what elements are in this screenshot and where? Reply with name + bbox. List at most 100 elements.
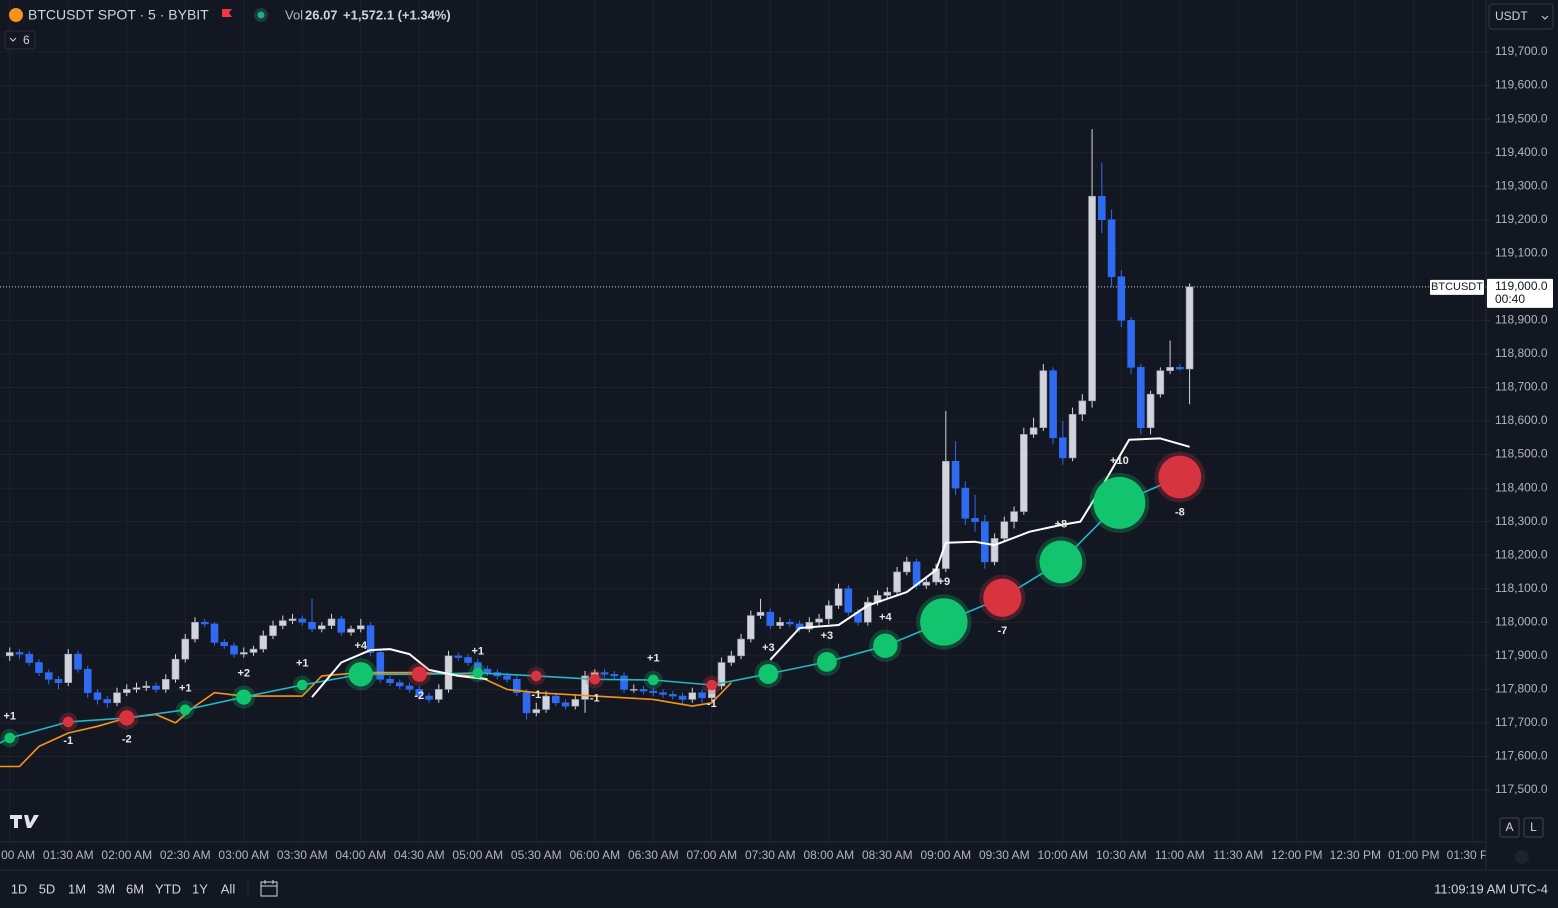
candle-body <box>356 625 365 630</box>
candle-body <box>834 588 843 606</box>
y-tick-label: 118,100.0 <box>1495 581 1548 595</box>
candle-body <box>278 620 287 626</box>
y-tick-label: 118,200.0 <box>1495 547 1548 561</box>
timeframe-button[interactable]: 1Y <box>192 881 208 896</box>
currency-select[interactable] <box>1488 3 1554 30</box>
x-tick-label: 02:00 AM <box>101 848 152 862</box>
candle-body <box>230 645 238 655</box>
scale-button[interactable] <box>1499 817 1520 838</box>
symbol[interactable]: BTCUSDT SPOT · 5 · BYBIT <box>28 7 209 23</box>
candle-body <box>181 638 190 660</box>
logo[interactable] <box>10 815 39 828</box>
candle-body <box>298 618 307 623</box>
clock[interactable]: 11:09:19 AM UTC-4 <box>1434 881 1548 896</box>
x-tick-label: 07:30 AM <box>745 848 796 862</box>
chevron-icon <box>9 37 17 42</box>
status-dot <box>257 11 265 19</box>
y-tick-label: 117,800.0 <box>1495 682 1548 696</box>
candle-body <box>1127 320 1135 368</box>
candle-body <box>25 653 34 663</box>
candle-body <box>1029 427 1038 435</box>
candle-body <box>1098 195 1106 221</box>
candle-body <box>288 618 297 621</box>
candle-body <box>542 695 550 710</box>
candle-body <box>376 652 385 680</box>
x-tick-label: 03:00 AM <box>218 848 269 862</box>
candle-body <box>512 679 521 694</box>
scale-button-label[interactable]: A <box>1505 820 1513 834</box>
price-symbol-box <box>1430 279 1484 295</box>
indicator-toggle[interactable] <box>4 30 36 50</box>
candle-body <box>83 668 92 694</box>
x-tick-label: 09:00 AM <box>920 848 971 862</box>
signal-label: +1 <box>296 658 309 670</box>
timeframe-bar: 1D 5D 1M 3M 6M YTD 1Y All <box>11 881 236 896</box>
timeframe-button[interactable]: 3M <box>97 881 115 896</box>
y-tick-label: 118,900.0 <box>1495 313 1548 327</box>
signal-bubble <box>236 689 252 705</box>
candle-body <box>191 621 199 640</box>
y-tick-label: 119,300.0 <box>1495 178 1548 192</box>
candle-body <box>581 675 589 700</box>
timeframe-button[interactable]: All <box>221 881 236 896</box>
candle-body <box>405 685 414 690</box>
candle-body <box>503 675 511 680</box>
x-tick-label: 10:30 AM <box>1096 848 1147 862</box>
candle-body <box>961 487 970 519</box>
signal-bubble <box>530 670 542 682</box>
candle-body <box>1146 393 1155 429</box>
flag-icon[interactable] <box>222 9 232 17</box>
candle-body <box>990 538 999 563</box>
candle-body <box>239 652 248 655</box>
signal-label: +4 <box>355 640 368 652</box>
timeframe-button[interactable]: 5D <box>39 881 56 896</box>
signal-label: +4 <box>879 611 892 623</box>
signal-label: +1 <box>179 682 192 694</box>
candle-body <box>269 625 277 636</box>
candle-body <box>825 605 833 620</box>
volume-change: +1,572.1 (+1.34%) <box>343 7 451 22</box>
timeframe-button[interactable]: 1D <box>11 881 28 896</box>
candle-body <box>434 689 443 700</box>
x-tick-label: 04:30 AM <box>394 848 445 862</box>
date-range-icon[interactable] <box>260 880 278 897</box>
candle-body <box>522 692 531 714</box>
candle-body <box>737 638 745 657</box>
candle-body <box>620 675 628 690</box>
signal-bubble <box>647 674 659 686</box>
candle-body <box>15 652 24 655</box>
signal-bubble <box>472 667 484 679</box>
candle-body <box>259 635 268 650</box>
timeframe-button[interactable]: 1M <box>68 881 86 896</box>
scale-button[interactable] <box>1523 817 1544 838</box>
candle-body <box>883 591 892 596</box>
candle-body <box>415 689 424 697</box>
x-tick-label: 11:00 AM <box>1155 848 1205 862</box>
signal-label: -8 <box>1175 506 1185 518</box>
candle-body <box>629 689 638 691</box>
signal-bubble <box>348 662 373 687</box>
coin-icon <box>9 8 23 22</box>
x-tick-label: 06:00 AM <box>569 848 620 862</box>
candle-body <box>844 588 853 613</box>
auto-scale-icon[interactable] <box>1515 850 1529 864</box>
candle-body <box>1156 370 1165 395</box>
signal-label: +10 <box>1110 455 1129 467</box>
signal-label: +9 <box>938 576 951 588</box>
candle-body <box>610 673 619 677</box>
candle-body <box>327 618 336 626</box>
candle-body <box>152 685 160 690</box>
candle-body <box>454 655 463 658</box>
candle-body <box>308 621 316 630</box>
candle-body <box>210 623 219 643</box>
candle-body <box>249 648 258 653</box>
candle-body <box>132 687 141 690</box>
timeframe-button[interactable]: YTD <box>155 881 181 896</box>
candle-body <box>600 672 609 675</box>
scale-button-label[interactable]: L <box>1530 820 1537 834</box>
y-tick-label: 117,500.0 <box>1495 782 1548 796</box>
signal-label: +1 <box>472 646 485 658</box>
candle-body <box>698 692 706 699</box>
timeframe-button[interactable]: 6M <box>126 881 144 896</box>
